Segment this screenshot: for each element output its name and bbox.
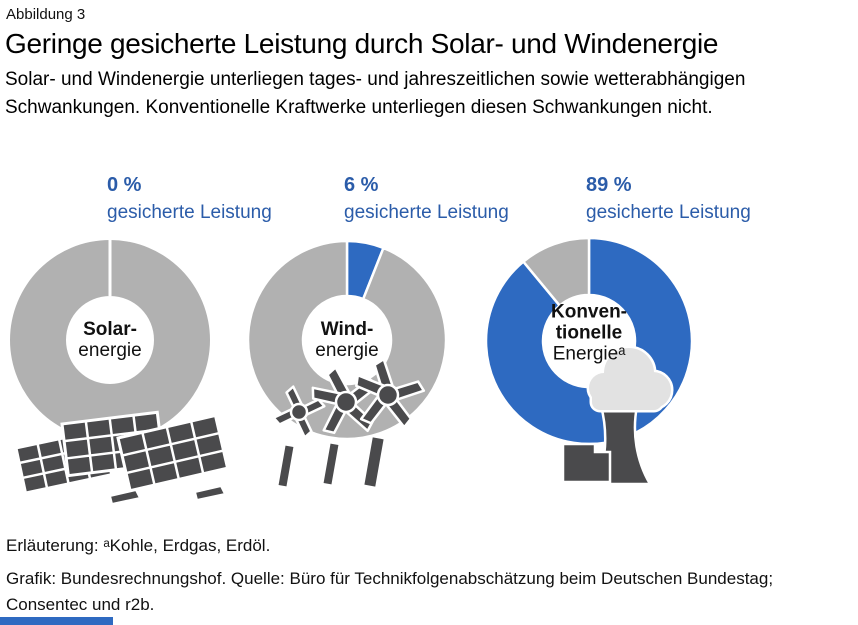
plant-building (561, 442, 612, 484)
percent-value: 0 % (107, 174, 142, 196)
footnote: Erläuterung: ᵃKohle, Erdgas, Erdöl. (6, 536, 271, 555)
donut-center-label: Solar-energie (78, 319, 141, 361)
donut-percent-header: 6 % gesicherte Leistung (344, 174, 509, 224)
figure-label: Abbildung 3 (6, 6, 86, 23)
donut-percent-header: 0 % gesicherte Leistung (107, 174, 272, 224)
panel-foot (108, 488, 142, 506)
panel-foot (193, 484, 227, 502)
center-label-line: Wind- (320, 319, 374, 340)
donut-center-label: Konven-tionelle Energieᵃ (551, 302, 627, 365)
center-label-line: energie (78, 340, 142, 361)
percent-value: 6 % (344, 174, 379, 196)
chart-title: Geringe gesicherte Leistung durch Solar-… (5, 28, 719, 59)
donut-percent-header: 89 % gesicherte Leistung (586, 174, 751, 224)
solar-panels-icon (14, 410, 230, 506)
source-line-2: Consentec und r2b. (6, 595, 155, 614)
wind-turbines-icon (272, 357, 426, 489)
donut-center-label: Wind-energie (315, 319, 378, 361)
percent-caption: gesicherte Leistung (107, 202, 272, 223)
slice-not-secured (521, 236, 591, 308)
chart-subtitle: Solar- und Windenergie unterliegen tages… (5, 66, 745, 122)
subtitle-line-2: Schwankungen. Konventionelle Kraftwerke … (5, 97, 713, 118)
center-label-line: tionelle (555, 322, 623, 344)
percent-caption: gesicherte Leistung (586, 202, 751, 223)
center-label-line: Solar- (83, 319, 137, 340)
percent-caption: gesicherte Leistung (344, 202, 509, 223)
power-plant-icon (561, 345, 674, 486)
percent-value: 89 % (586, 174, 632, 196)
center-label-line: energie (315, 340, 379, 361)
source-line-1: Grafik: Bundesrechnungshof. Quelle: Büro… (6, 569, 774, 588)
subtitle-line-1: Solar- und Windenergie unterliegen tages… (5, 69, 746, 90)
center-label-line: Konven- (551, 301, 627, 323)
source-credit: Grafik: Bundesrechnungshof. Quelle: Büro… (6, 566, 773, 618)
center-label-line: Energieᵃ (552, 343, 626, 365)
donut-chart-solarenergie (10, 240, 210, 440)
bottom-brand-bar (0, 617, 113, 625)
slice-not-secured (10, 240, 210, 440)
